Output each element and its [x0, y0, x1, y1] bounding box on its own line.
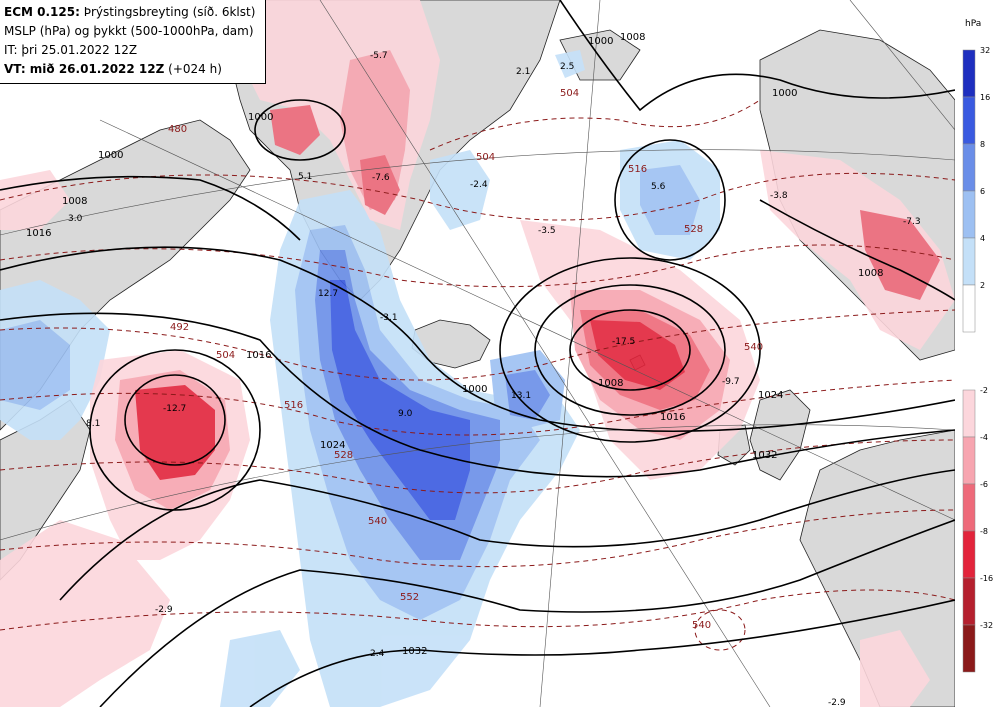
- legend-positive-swatch: [962, 96, 976, 145]
- pressure-rise-shading: [0, 50, 720, 707]
- legend-unit: hPa: [965, 19, 981, 29]
- legend-positive-swatch: [962, 284, 976, 333]
- change-label: -2.4: [470, 180, 488, 190]
- change-label: -2.9: [155, 605, 173, 615]
- change-label: 9.0: [398, 409, 413, 419]
- isobar-label: 1024: [758, 390, 783, 401]
- legend-positive-swatch: [962, 237, 976, 286]
- change-label: -12.7: [163, 404, 186, 414]
- thickness-label: 552: [400, 592, 419, 603]
- title-line-2: MSLP (hPa) og þykkt (500-1000hPa, dam): [4, 24, 254, 38]
- thickness-label: 516: [628, 164, 647, 175]
- pressure-change-labels: -5.7 -7.6 5.1 3.0 2.1 2.5 -2.4 -3.5 5.6 …: [68, 51, 921, 707]
- legend-positive-scale: 32 16 8 6 4 2: [962, 46, 990, 333]
- isobar-label: 1016: [246, 350, 271, 361]
- product-name: Þrýstingsbreyting (síð. 6klst): [79, 5, 256, 19]
- change-label: 2.5: [560, 62, 574, 72]
- legend-negative-swatch: [962, 577, 976, 626]
- title-line-3: IT: þri 25.01.2022 12Z: [4, 43, 138, 57]
- isobar-label: 1000: [248, 112, 273, 123]
- model-name: ECM 0.125:: [4, 5, 80, 19]
- legend-positive-tick-label: 2: [980, 281, 985, 290]
- change-label: -17.5: [612, 337, 635, 347]
- legend-negative-swatch: [962, 436, 976, 485]
- thickness-label: 480: [168, 124, 187, 135]
- legend-negative-tick-label: -4: [980, 433, 988, 442]
- legend-negative-swatch: [962, 389, 976, 438]
- legend-positive-swatch: [962, 143, 976, 192]
- legend-negative-swatch: [962, 530, 976, 579]
- legend-negative-tick-label: -32: [980, 621, 993, 630]
- change-label: -7.6: [372, 173, 390, 183]
- thickness-label: 516: [284, 400, 303, 411]
- legend-positive-swatch: [962, 49, 976, 98]
- thickness-label: 504: [560, 88, 579, 99]
- thickness-label: 528: [684, 224, 703, 235]
- thickness-labels: 504 492 504 516 528 540 552 516 528 504 …: [168, 88, 763, 631]
- thickness-label: 540: [744, 342, 763, 353]
- valid-time: VT: mið 26.01.2022 12Z: [4, 62, 165, 76]
- change-label: -5.7: [370, 51, 388, 61]
- isobar-label: 1024: [320, 440, 345, 451]
- mslp-labels: 1000 1000 1008 1016 1000 1008 1016 1024 …: [26, 32, 883, 657]
- change-label: 2.4: [370, 649, 385, 659]
- legend-negative-tick-label: -2: [980, 386, 988, 395]
- isobar-label: 1032: [402, 646, 427, 657]
- thickness-label: 540: [368, 516, 387, 527]
- title-line-4: VT: mið 26.01.2022 12Z (+024 h): [4, 60, 261, 79]
- change-label: 5.1: [298, 172, 312, 182]
- legend-negative-swatch: [962, 483, 976, 532]
- color-legend: hPa 32 16 8 6 4 2 -2 -4 -6 -8 -16 -32: [955, 0, 1000, 707]
- change-label: -2.9: [828, 698, 846, 707]
- change-label: 5.6: [651, 182, 666, 192]
- change-label: -3.8: [770, 191, 788, 201]
- thickness-contours: [0, 99, 955, 651]
- legend-positive-tick-label: 4: [980, 234, 985, 243]
- legend-negative-tick-label: -16: [980, 574, 993, 583]
- legend-negative-tick-label: -6: [980, 480, 988, 489]
- change-label: -7.3: [903, 217, 921, 227]
- isobar-label: 1000: [98, 150, 123, 161]
- isobar-label: 1032: [752, 450, 777, 461]
- change-label: 2.1: [516, 67, 530, 77]
- weather-map: -5.7 -7.6 5.1 3.0 2.1 2.5 -2.4 -3.5 5.6 …: [0, 0, 955, 707]
- legend-negative-swatch: [962, 624, 976, 673]
- isobar-label: 1000: [462, 384, 487, 395]
- change-label: 12.7: [318, 289, 338, 299]
- change-label: 3.0: [68, 214, 83, 224]
- thickness-label: 528: [334, 450, 353, 461]
- thickness-label: 540: [692, 620, 711, 631]
- mslp-isobars: [0, 0, 955, 707]
- legend-positive-swatch: [962, 190, 976, 239]
- legend-positive-tick-label: 16: [980, 93, 990, 102]
- isobar-label: 1016: [26, 228, 51, 239]
- thickness-label: 492: [170, 322, 189, 333]
- thickness-label: 504: [476, 152, 495, 163]
- change-label: -3.5: [538, 226, 556, 236]
- legend-negative-scale: -2 -4 -6 -8 -16 -32: [962, 386, 993, 673]
- isobar-label: 1008: [620, 32, 645, 43]
- forecast-hour: (+024 h): [164, 62, 222, 76]
- legend-positive-tick-label: 8: [980, 140, 985, 149]
- legend-negative-tick-label: -8: [980, 527, 988, 536]
- change-label: -3.1: [380, 313, 398, 323]
- isobar-label: 1008: [858, 268, 883, 279]
- legend-positive-tick-label: 6: [980, 187, 985, 196]
- isobar-label: 1008: [62, 196, 87, 207]
- change-label: -9.7: [722, 377, 740, 387]
- isobar-label: 1000: [588, 36, 613, 47]
- map-title-box: ECM 0.125: Þrýstingsbreyting (síð. 6klst…: [0, 0, 266, 84]
- isobar-label: 1008: [598, 378, 623, 389]
- isobar-label: 1000: [772, 88, 797, 99]
- change-label: 8.1: [86, 419, 100, 429]
- change-label: 13.1: [511, 391, 531, 401]
- thickness-label: 504: [216, 350, 235, 361]
- isobar-label: 1016: [660, 412, 685, 423]
- legend-positive-tick-label: 32: [980, 46, 990, 55]
- title-line-1: ECM 0.125: Þrýstingsbreyting (síð. 6klst…: [4, 3, 261, 22]
